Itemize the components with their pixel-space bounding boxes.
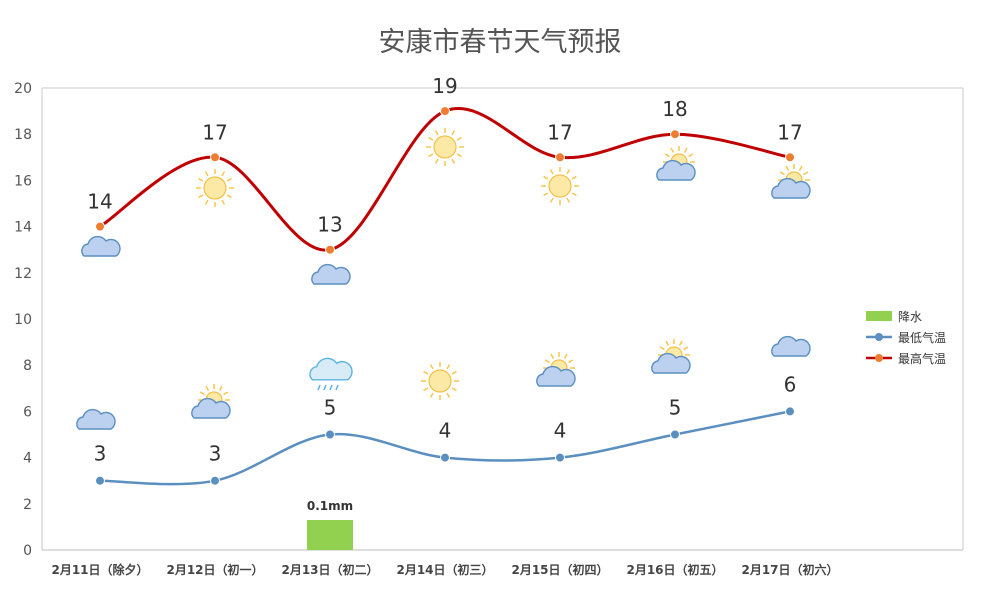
legend-label: 降水 (898, 310, 922, 324)
low-temp-label: 3 (94, 442, 107, 466)
high-temp-point (670, 129, 680, 140)
sun-cloud-icon (656, 146, 696, 181)
high-temp-label: 17 (202, 120, 227, 144)
legend-precip-swatch (866, 311, 892, 321)
y-tick-label: 20 (14, 81, 32, 97)
sun-cloud-icon (771, 164, 811, 199)
low-temp-label: 4 (554, 419, 567, 443)
low-temp-point (440, 452, 450, 463)
high-temp-label: 13 (317, 213, 342, 237)
x-tick-label: 2月15日（初四） (511, 562, 608, 577)
x-tick-label: 2月11日（除夕） (51, 562, 148, 577)
sun-icon (421, 362, 459, 400)
low-temp-point (555, 452, 565, 463)
high-temp-label: 19 (432, 74, 457, 98)
low-temp-point (670, 429, 680, 440)
sun-cloud-icon (536, 352, 576, 387)
low-temp-point (210, 475, 220, 486)
high-temp-label: 18 (662, 97, 687, 121)
y-tick-label: 10 (14, 312, 32, 328)
sun-icon (426, 128, 464, 166)
high-temp-point (555, 152, 565, 163)
cloud-icon (771, 335, 811, 357)
cloud-icon (81, 235, 121, 257)
chart-title: 安康市春节天气预报 (379, 27, 622, 58)
high-temp-label: 14 (87, 190, 112, 214)
y-tick-label: 4 (23, 451, 32, 467)
y-tick-label: 14 (14, 220, 32, 236)
low-temp-point (325, 429, 335, 440)
high-temp-point (785, 152, 795, 163)
x-tick-label: 2月16日（初五） (626, 562, 723, 577)
precipitation-bar (307, 520, 353, 550)
high-temp-label: 17 (547, 120, 572, 144)
sun-cloud-icon (191, 384, 231, 419)
y-tick-label: 18 (14, 127, 32, 143)
cloud-icon (311, 263, 351, 285)
legend-marker (875, 354, 883, 362)
high-temp-point (440, 106, 450, 117)
legend-marker (875, 333, 883, 341)
sun-icon (541, 167, 579, 205)
low-temp-label: 5 (669, 396, 682, 420)
low-temp-label: 3 (209, 442, 222, 466)
high-temp-point (95, 221, 105, 232)
low-temp-point (785, 406, 795, 417)
y-tick-label: 2 (23, 497, 32, 513)
precipitation-label: 0.1mm (307, 499, 353, 513)
low-temp-label: 5 (324, 396, 337, 420)
y-tick-label: 12 (14, 266, 32, 282)
rain-cloud-icon (309, 357, 353, 391)
cloud-icon (76, 408, 116, 430)
legend-label: 最高气温 (898, 351, 946, 366)
x-tick-label: 2月12日（初一） (166, 562, 263, 577)
y-tick-label: 0 (23, 543, 32, 559)
sun-icon (196, 169, 234, 207)
y-tick-label: 16 (14, 173, 32, 189)
x-tick-label: 2月17日（初六） (741, 562, 838, 577)
legend-label: 最低气温 (898, 330, 946, 345)
high-temp-point (325, 244, 335, 255)
y-tick-label: 6 (23, 404, 32, 420)
low-temp-label: 6 (784, 372, 797, 396)
sun-cloud-icon (651, 339, 691, 374)
x-tick-label: 2月13日（初二） (281, 562, 378, 577)
x-tick-label: 2月14日（初三） (396, 562, 493, 577)
y-tick-label: 8 (23, 358, 32, 374)
high-temp-label: 17 (777, 120, 802, 144)
high-temp-point (210, 152, 220, 163)
low-temp-point (95, 475, 105, 486)
low-temp-label: 4 (439, 419, 452, 443)
